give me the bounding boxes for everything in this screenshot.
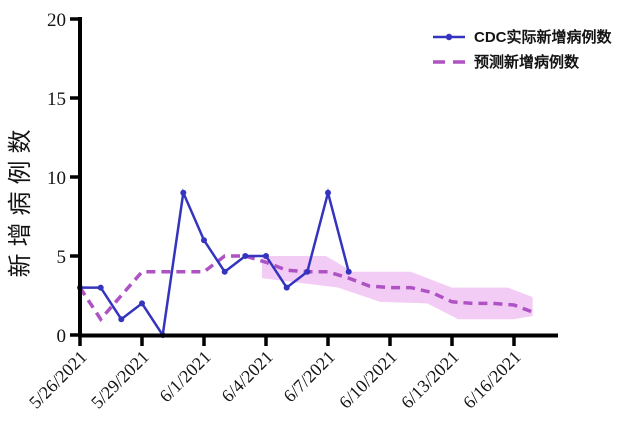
actual-data-point [242,253,249,259]
actual-data-point [97,284,104,291]
actual-line [80,187,350,339]
legend: CDC实际新增病例数 预测新增病例数 [433,28,612,71]
x-tick-label: 6/1/2021 [155,347,214,406]
legend-item-actual: CDC实际新增病例数 [433,28,612,46]
y-tick-label: 5 [57,247,67,268]
x-tick-label: 6/10/2021 [335,347,401,413]
legend-actual-marker-icon [445,33,453,41]
actual-data-point [304,268,311,275]
x-tick-label: 5/29/2021 [87,347,153,413]
y-tick-label: 20 [47,10,66,31]
y-tick-label: 15 [47,89,66,110]
actual-data-point [325,189,331,196]
x-tick-label: 6/7/2021 [279,347,338,406]
actual-data-point [180,189,187,196]
actual-data-point [201,237,207,244]
x-tick-label: 6/16/2021 [459,347,525,413]
actual-data-point [263,253,269,259]
actual-data-point [345,268,352,275]
x-tick-label: 6/13/2021 [397,347,463,413]
x-tick-label: 5/26/2021 [25,347,91,413]
legend-item-predicted: 预测新增病例数 [433,53,580,71]
actual-data-point [118,316,125,323]
actual-data-point [139,300,145,307]
legend-actual-label: CDC实际新增病例数 [474,28,612,46]
y-tick-label: 0 [57,326,67,347]
actual-data-point [221,268,228,275]
actual-data-point [283,284,290,291]
y-axis-title: 新增病例数 [7,123,34,278]
series-layer [77,187,536,339]
y-tick-label: 10 [47,168,66,189]
x-tick-label: 6/4/2021 [217,347,276,406]
legend-predicted-label: 预测新增病例数 [474,53,580,71]
